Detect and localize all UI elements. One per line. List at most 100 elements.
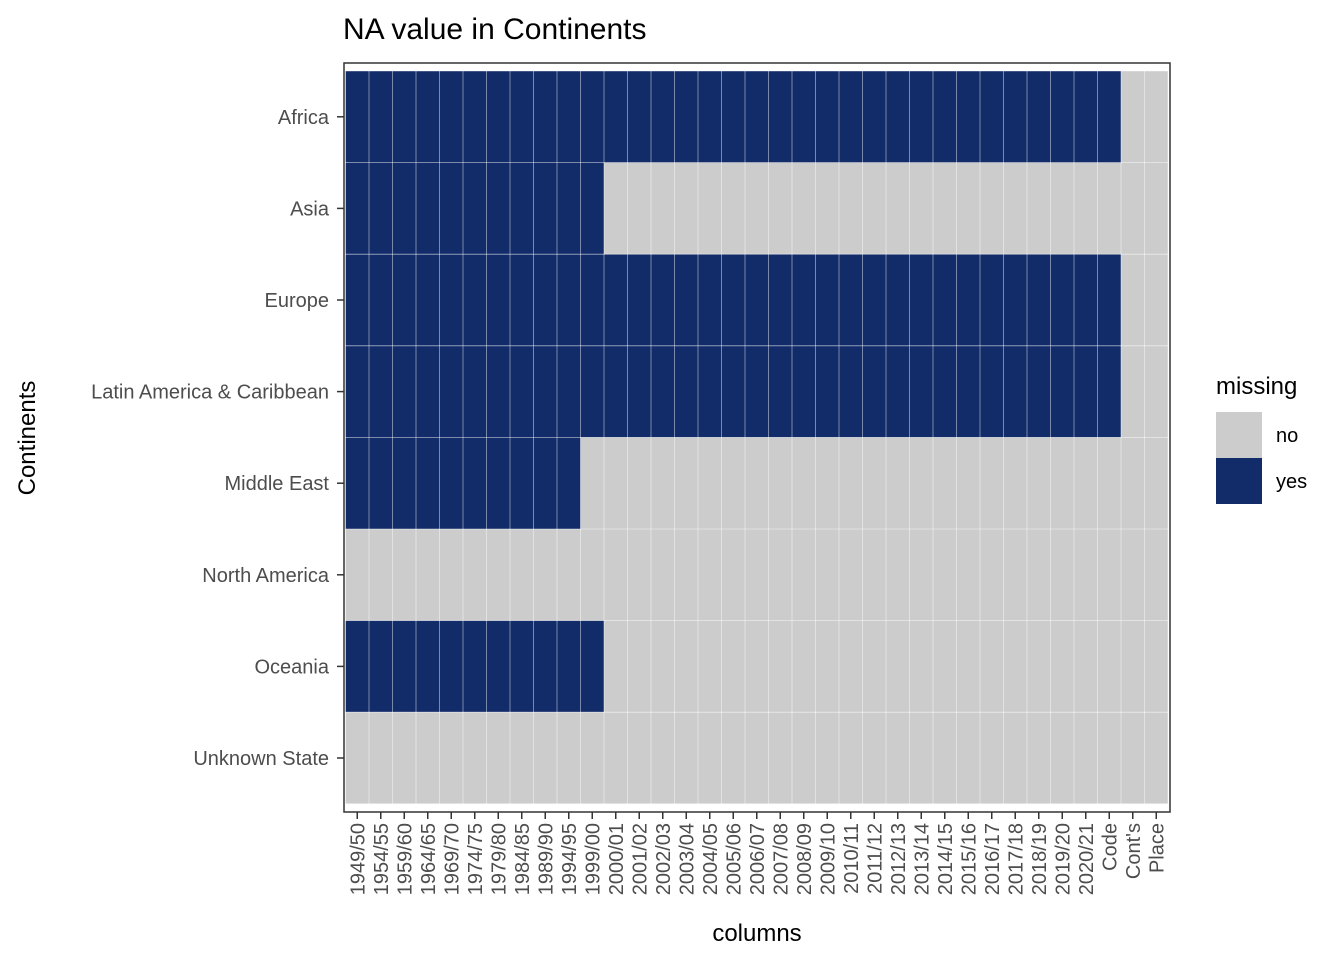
x-tick-label: 2014/15 bbox=[935, 823, 957, 895]
heatmap-cell bbox=[721, 620, 745, 713]
heatmap-cell bbox=[627, 529, 651, 621]
legend-key-no bbox=[1216, 412, 1262, 458]
x-tick-label: 2007/08 bbox=[770, 823, 792, 895]
heatmap-cell bbox=[933, 620, 957, 713]
heatmap-cell bbox=[1121, 437, 1145, 529]
heatmap-cell bbox=[909, 620, 933, 713]
heatmap-cell bbox=[580, 71, 604, 163]
heatmap-cell bbox=[886, 345, 910, 438]
heatmap-cell bbox=[557, 437, 581, 529]
x-tick-label: 2009/10 bbox=[817, 823, 839, 895]
heatmap-cell bbox=[533, 529, 557, 621]
x-tick-label: 2006/07 bbox=[747, 823, 769, 895]
x-tick-label: 2018/19 bbox=[1029, 823, 1051, 895]
heatmap-cell bbox=[580, 529, 604, 621]
heatmap-cell bbox=[815, 254, 839, 346]
y-tick-label: Africa bbox=[278, 107, 330, 129]
heatmap-cell bbox=[369, 529, 393, 621]
heatmap-cell bbox=[980, 529, 1004, 621]
heatmap-cell bbox=[1050, 620, 1074, 713]
heatmap-cell bbox=[1003, 620, 1027, 713]
heatmap-cell bbox=[1027, 712, 1051, 804]
heatmap-cell bbox=[345, 345, 369, 438]
x-tick-label: 1959/60 bbox=[394, 823, 416, 895]
heatmap-cell bbox=[839, 529, 863, 621]
heatmap-cell bbox=[721, 71, 745, 163]
heatmap-cell bbox=[745, 71, 769, 163]
heatmap-cell bbox=[839, 345, 863, 438]
heatmap-cell bbox=[651, 71, 675, 163]
heatmap-cell bbox=[392, 162, 416, 255]
heatmap-cell bbox=[1097, 529, 1121, 621]
chart-title: NA value in Continents bbox=[343, 13, 647, 46]
heatmap-cell bbox=[980, 162, 1004, 255]
heatmap-cell bbox=[674, 620, 698, 713]
heatmap-cell bbox=[1144, 712, 1168, 804]
heatmap-cell bbox=[439, 620, 463, 713]
y-axis: Africa Asia Europe Latin America & Caribbea… bbox=[91, 107, 344, 770]
heatmap-cell bbox=[674, 437, 698, 529]
heatmap-cell bbox=[862, 345, 886, 438]
heatmap-cell bbox=[604, 162, 628, 255]
heatmap-cell bbox=[909, 437, 933, 529]
heatmap-cell bbox=[392, 620, 416, 713]
heatmap-cell bbox=[698, 620, 722, 713]
heatmap-cell bbox=[862, 712, 886, 804]
heatmap-cell bbox=[792, 620, 816, 713]
heatmap-cell bbox=[839, 437, 863, 529]
heatmap-cell bbox=[604, 712, 628, 804]
heatmap-cell bbox=[933, 437, 957, 529]
heatmap-cell bbox=[463, 712, 487, 804]
heatmap-cell bbox=[768, 345, 792, 438]
heatmap-cell bbox=[839, 71, 863, 163]
heatmap-cell bbox=[1074, 71, 1098, 163]
x-tick-label: 2010/11 bbox=[841, 823, 863, 894]
x-tick-label: 2011/12 bbox=[864, 823, 886, 894]
heatmap-cell bbox=[1144, 345, 1168, 438]
heatmap-cell bbox=[463, 437, 487, 529]
heatmap-cell bbox=[345, 162, 369, 255]
y-tick-label: Latin America & Caribbean bbox=[91, 382, 329, 404]
heatmap-cell bbox=[510, 712, 534, 804]
heatmap-cell bbox=[439, 162, 463, 255]
heatmap-cell bbox=[1144, 71, 1168, 163]
heatmap-cell bbox=[557, 712, 581, 804]
heatmap-cell bbox=[956, 71, 980, 163]
heatmap-cell bbox=[557, 529, 581, 621]
heatmap-cell bbox=[486, 620, 510, 713]
heatmap-cell bbox=[510, 254, 534, 346]
heatmap-cell bbox=[510, 437, 534, 529]
heatmap-cell bbox=[909, 712, 933, 804]
heatmap-cell bbox=[698, 529, 722, 621]
heatmap-cell bbox=[557, 345, 581, 438]
heatmap-cell bbox=[933, 345, 957, 438]
heatmap-cell bbox=[604, 529, 628, 621]
heatmap-cell bbox=[651, 162, 675, 255]
heatmap-cell bbox=[627, 437, 651, 529]
heatmap-cell bbox=[886, 712, 910, 804]
heatmap-cell bbox=[369, 620, 393, 713]
heatmap-cell bbox=[862, 162, 886, 255]
heatmap-cell bbox=[1121, 254, 1145, 346]
heatmap-cell bbox=[698, 712, 722, 804]
heatmap-cell bbox=[674, 71, 698, 163]
x-tick-label: Code bbox=[1099, 823, 1121, 871]
heatmap-cell bbox=[1050, 529, 1074, 621]
heatmap-cell bbox=[627, 71, 651, 163]
heatmap-cell bbox=[369, 254, 393, 346]
heatmap-cell bbox=[486, 529, 510, 621]
heatmap-cell bbox=[416, 345, 440, 438]
heatmap-cell bbox=[533, 345, 557, 438]
x-axis: 1949/50 1954/55 1959/60 1964/65 1969/70 1974/… bbox=[347, 812, 1168, 895]
heatmap-cell bbox=[1050, 71, 1074, 163]
heatmap-cell bbox=[909, 345, 933, 438]
heatmap-cell bbox=[1074, 162, 1098, 255]
heatmap-cell bbox=[1050, 345, 1074, 438]
heatmap-cell bbox=[1121, 712, 1145, 804]
heatmap-cell bbox=[862, 437, 886, 529]
heatmap-cell bbox=[1027, 529, 1051, 621]
heatmap-cell bbox=[416, 437, 440, 529]
heatmap-cell bbox=[721, 162, 745, 255]
heatmap-cell bbox=[792, 712, 816, 804]
